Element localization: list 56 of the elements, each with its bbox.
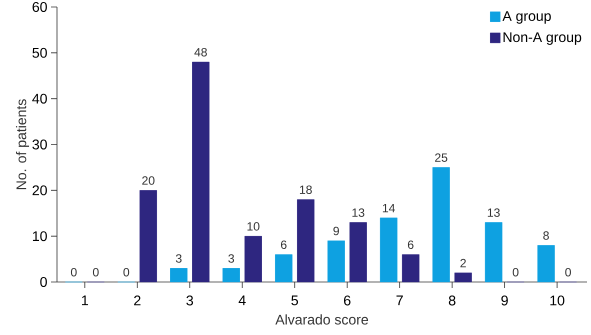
x-tick-label: 5 — [291, 296, 298, 306]
data-label: 6 — [280, 240, 287, 249]
bar — [244, 236, 262, 282]
x-tick-label: 6 — [344, 296, 350, 306]
x-axis-title: Alvarado score — [275, 314, 368, 325]
y-tick-label: 50 — [32, 48, 47, 58]
y-axis-title: No. of patients — [16, 99, 30, 190]
bar — [349, 222, 367, 282]
bar — [454, 272, 472, 282]
bar — [297, 199, 314, 282]
data-label: 0 — [70, 268, 77, 276]
bar — [537, 245, 555, 282]
data-label: 3 — [176, 254, 182, 263]
legend-label: A group — [502, 11, 551, 24]
data-label: 20 — [142, 176, 154, 185]
bar — [432, 167, 450, 282]
bar — [192, 62, 210, 282]
x-tick-label: 9 — [501, 296, 508, 306]
x-tick-label: 10 — [550, 296, 564, 306]
y-tick-label: 60 — [32, 2, 47, 12]
x-tick-label: 3 — [186, 296, 194, 306]
data-label: 18 — [300, 185, 312, 194]
data-label: 0 — [512, 268, 518, 276]
data-label: 13 — [352, 208, 364, 217]
y-tick-label: 30 — [32, 140, 47, 150]
bar — [327, 240, 345, 282]
bar — [402, 254, 420, 282]
bar — [275, 254, 292, 282]
data-label: 0 — [92, 268, 99, 276]
data-label: 3 — [228, 254, 234, 263]
y-tick-label: 0 — [40, 277, 47, 287]
y-tick-label: 20 — [32, 185, 47, 196]
data-label: 48 — [194, 48, 207, 56]
data-label: 25 — [435, 153, 448, 162]
data-label: 9 — [333, 226, 339, 236]
data-label: 13 — [488, 208, 500, 217]
bar — [140, 190, 157, 282]
x-tick-label: 7 — [396, 296, 403, 306]
data-label: 0 — [123, 268, 130, 276]
bar — [222, 268, 240, 282]
data-label: 6 — [408, 240, 414, 249]
data-label: 2 — [460, 258, 466, 268]
x-tick-label: 8 — [448, 296, 456, 306]
y-tick-label: 40 — [32, 94, 47, 104]
x-tick-label: 1 — [82, 296, 88, 306]
y-tick-label: 10 — [32, 231, 47, 242]
data-label: 10 — [247, 222, 260, 231]
data-label: 0 — [565, 268, 571, 276]
x-tick-label: 2 — [134, 296, 140, 306]
bar — [380, 218, 398, 282]
data-label: 14 — [382, 204, 395, 212]
bar — [484, 222, 502, 282]
data-label: 8 — [543, 231, 549, 240]
legend-label: Non-A group — [504, 32, 582, 45]
x-tick-label: 4 — [238, 296, 246, 306]
bar — [170, 268, 188, 282]
